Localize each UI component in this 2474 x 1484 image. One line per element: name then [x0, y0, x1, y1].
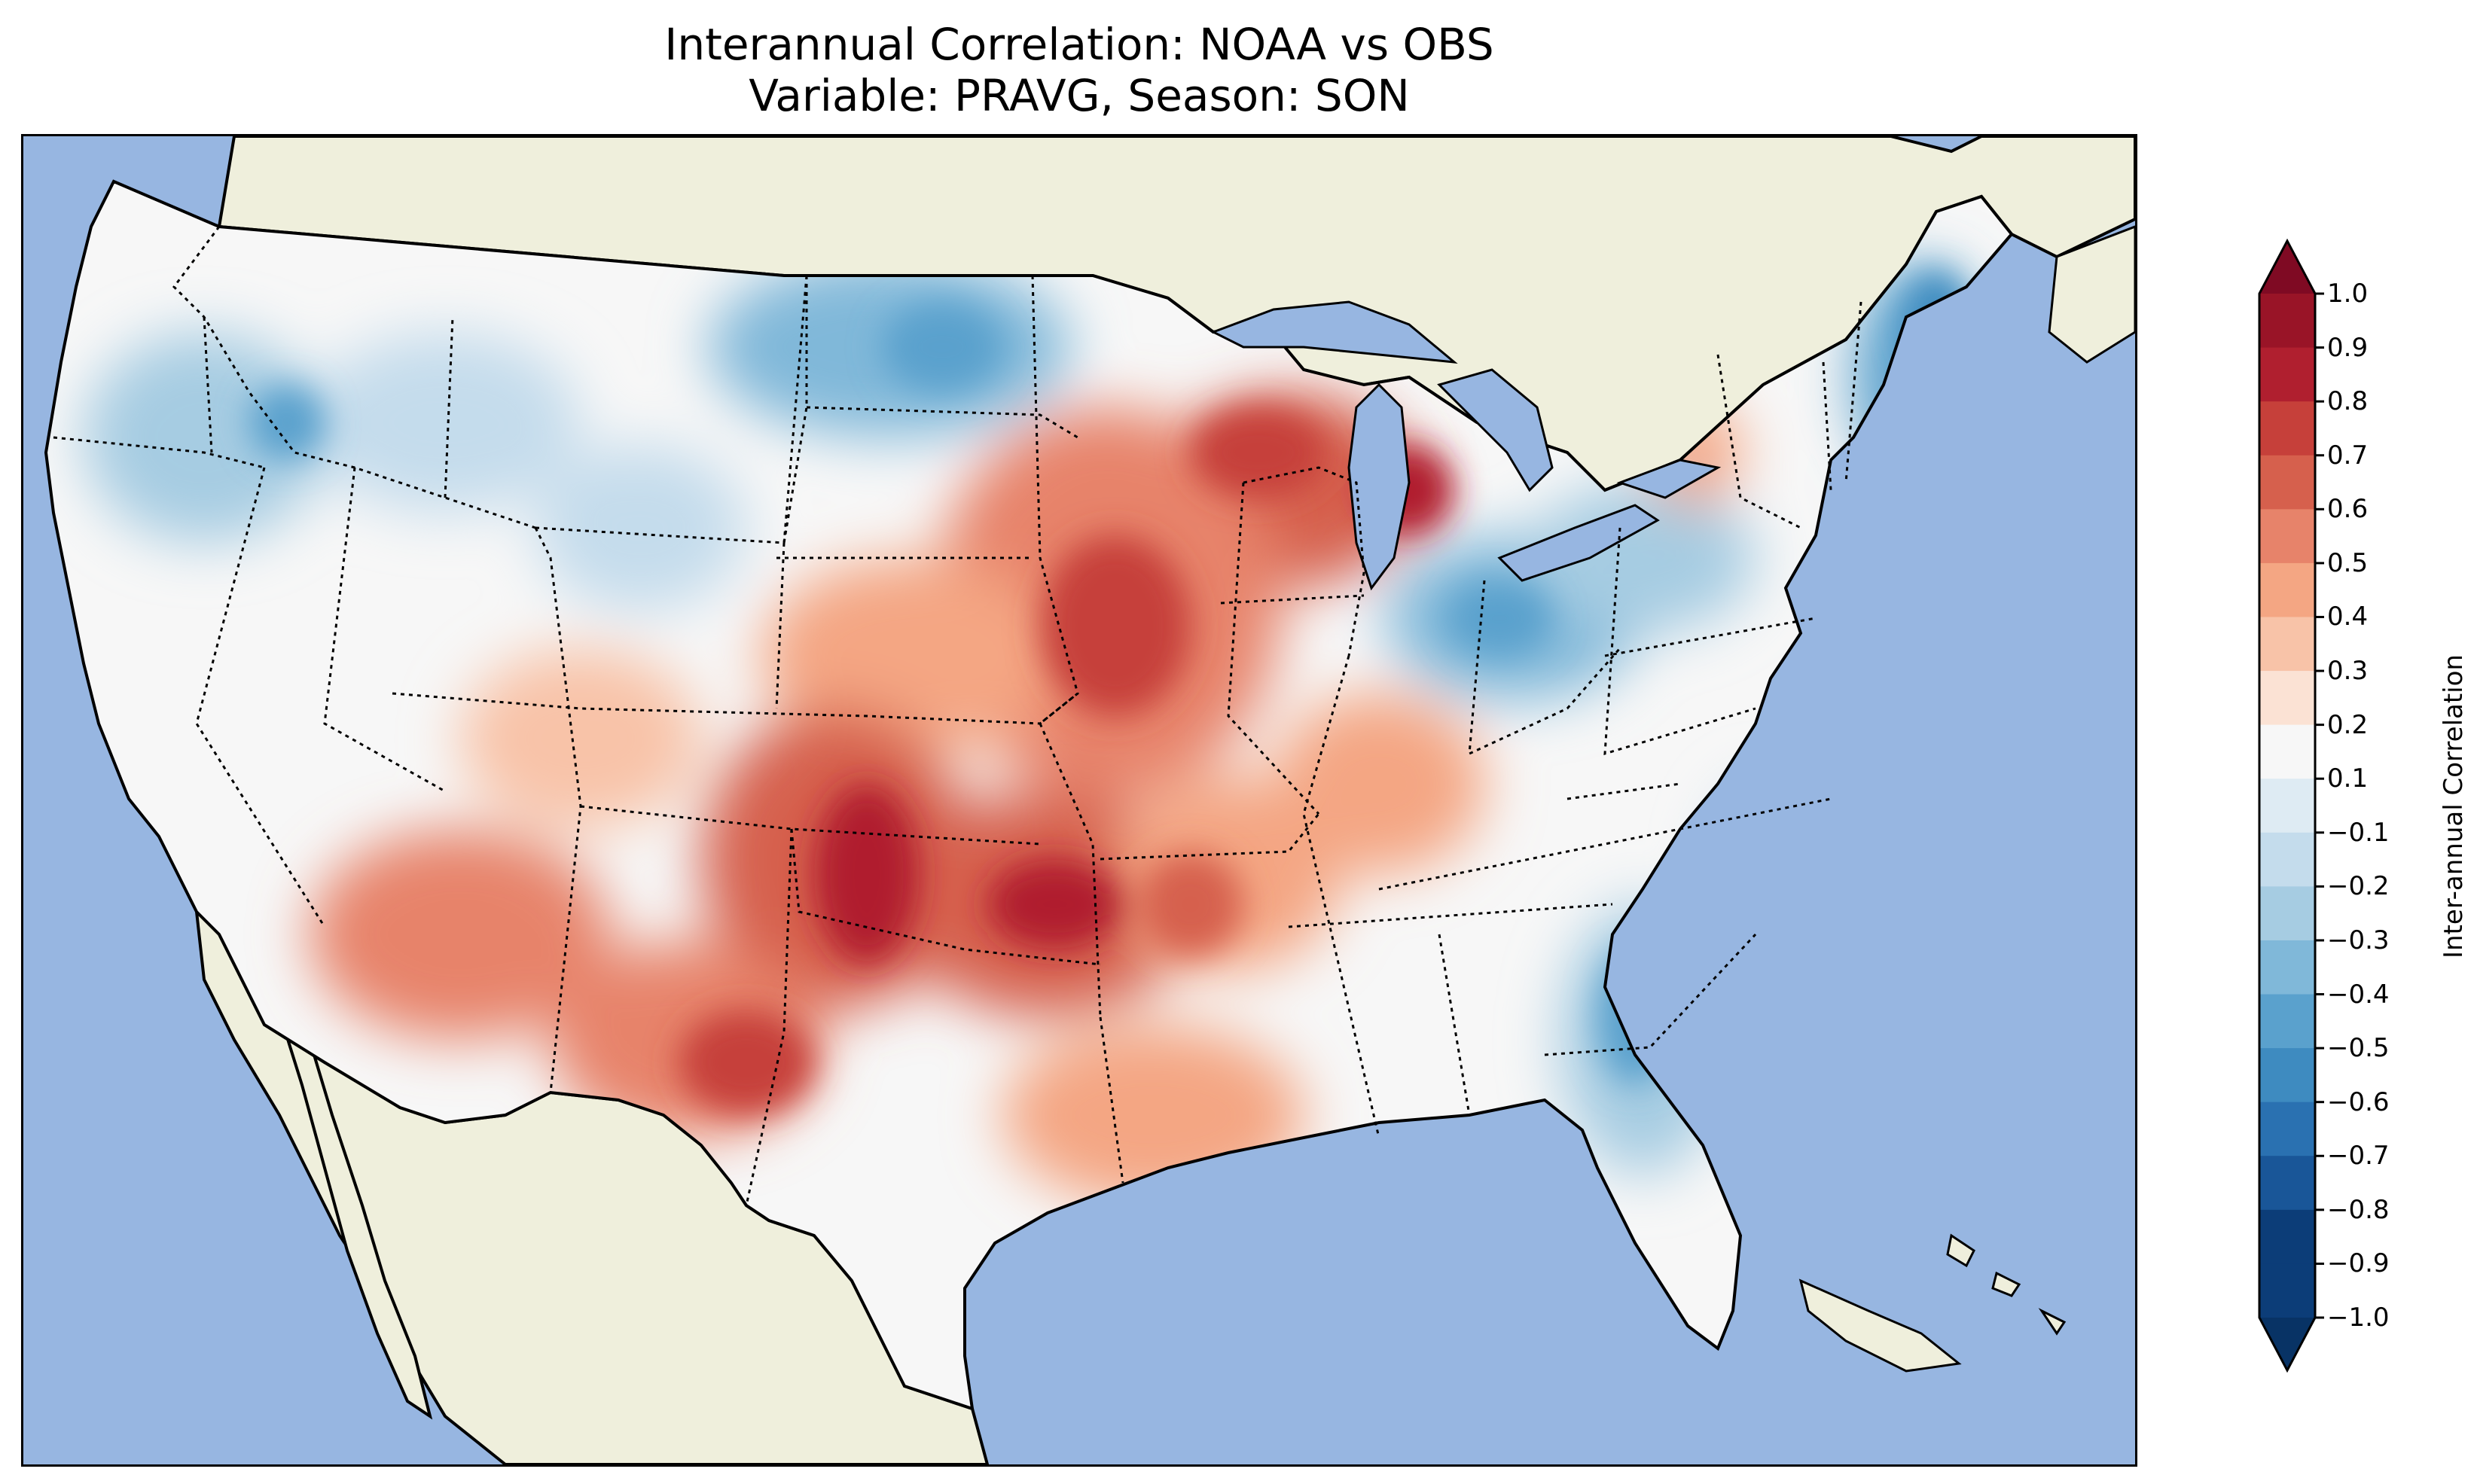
us-coastline: [44, 179, 2014, 1411]
baja-peninsula: [278, 986, 433, 1420]
colorbar-tick-label: 0.9: [2327, 332, 2369, 363]
colorbar-tick-label: −0.7: [2327, 1141, 2390, 1172]
colorbar-segment: [2259, 455, 2315, 510]
colorbar-segment: [2259, 401, 2315, 456]
bahamas-islands: [1946, 1233, 2067, 1336]
map-panel: [21, 134, 2137, 1467]
colorbar-segment: [2259, 562, 2315, 617]
colorbar-tick-label: 0.1: [2327, 763, 2369, 794]
colorbar-segment: [2259, 294, 2315, 349]
colorbar-segment: [2259, 509, 2315, 564]
colorbar-tick-label: 0.6: [2327, 494, 2369, 525]
plot-title-line1: Interannual Correlation: NOAA vs OBS: [664, 19, 1494, 70]
colorbar-segment: [2259, 1263, 2315, 1318]
colorbar-segment: [2259, 1156, 2315, 1211]
colorbar-segment: [2259, 779, 2315, 833]
colorbar-segment: [2259, 994, 2315, 1049]
state-borders: [53, 226, 1862, 1206]
colorbar-tick-label: 0.2: [2327, 709, 2369, 740]
colorbar-segment: [2259, 1048, 2315, 1103]
colorbar-tick-label: −0.6: [2327, 1086, 2390, 1117]
colorbar-tick-label: −0.1: [2327, 817, 2390, 848]
colorbar-tick-label: −1.0: [2327, 1303, 2390, 1333]
colorbar-tick-label: −0.9: [2327, 1248, 2390, 1279]
plot-title-line2: Variable: PRAVG, Season: SON: [749, 70, 1410, 121]
colorbar-segment: [2259, 617, 2315, 672]
colorbar-tick-label: −0.5: [2327, 1033, 2390, 1064]
colorbar-tick-label: −0.2: [2327, 871, 2390, 902]
colorbar: [2258, 238, 2324, 1373]
colorbar-segment: [2259, 940, 2315, 995]
colorbar-label: Inter-annual Correlation: [2439, 654, 2469, 958]
colorbar-segment: [2259, 1209, 2315, 1264]
colorbar-tick-label: 0.7: [2327, 440, 2369, 471]
colorbar-tick-label: −0.8: [2327, 1194, 2390, 1225]
colorbar-segment: [2259, 671, 2315, 726]
colorbar-extend-min: [2259, 1318, 2315, 1370]
colorbar-tick-label: 1.0: [2327, 279, 2369, 309]
colorbar-segment: [2259, 347, 2315, 402]
colorbar-segment: [2259, 832, 2315, 887]
colorbar-segment: [2259, 886, 2315, 941]
maritime-land: [2048, 225, 2135, 364]
colorbar-tick-label: 0.4: [2327, 602, 2369, 632]
colorbar-segment: [2259, 724, 2315, 779]
colorbar-tick-label: 0.5: [2327, 547, 2369, 578]
correlation-field: [46, 181, 2012, 1409]
colorbar-tick-label: −0.4: [2327, 979, 2390, 1010]
colorbar-extend-max: [2259, 241, 2315, 294]
colorbar-tick-label: 0.3: [2327, 656, 2369, 687]
cuba-land: [1798, 1278, 1962, 1373]
great-lakes: [1210, 300, 1722, 591]
colorbar-tick-label: 0.8: [2327, 386, 2369, 417]
colorbar-ticks: 1.0 0.9 0.8 0.7 0.6 0.5 0.4 0.3 0.2 0.1 −0.1 −0.2 −0…: [2327, 0, 2474, 1484]
colorbar-segment: [2259, 1102, 2315, 1156]
colorbar-tick-label: −0.3: [2327, 925, 2390, 955]
